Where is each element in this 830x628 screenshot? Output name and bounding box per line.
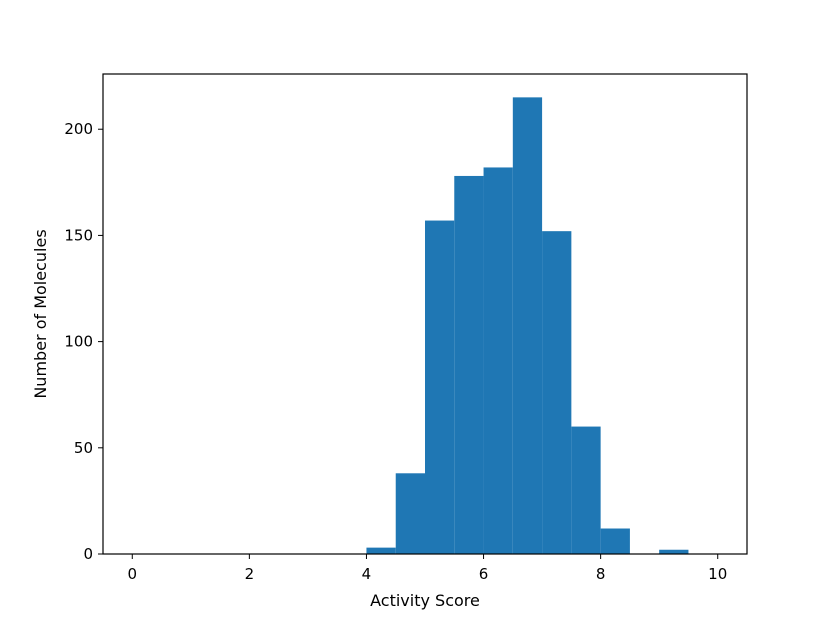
y-tick-label: 0 xyxy=(83,545,93,563)
y-tick-label: 50 xyxy=(74,439,93,457)
y-axis-label: Number of Molecules xyxy=(31,229,50,398)
histogram-bar xyxy=(483,167,513,554)
bars-group xyxy=(366,97,689,555)
y-tick-label: 200 xyxy=(64,120,93,138)
histogram-bar xyxy=(571,426,601,554)
histogram-bar xyxy=(600,528,630,554)
y-tick-label: 150 xyxy=(64,226,93,244)
x-tick-label: 8 xyxy=(596,565,606,583)
plot-frame xyxy=(102,73,748,555)
histogram-bar xyxy=(659,549,689,554)
histogram-bar xyxy=(512,97,543,555)
y-axis-ticks: 0 50 100 150 200 xyxy=(64,120,103,563)
histogram-bar xyxy=(366,547,396,554)
histogram-bar xyxy=(425,220,455,555)
y-tick-label: 100 xyxy=(64,333,93,351)
x-axis-ticks: 0 2 4 6 8 10 xyxy=(127,554,727,583)
histogram-bar xyxy=(454,175,484,554)
histogram-bar xyxy=(542,231,572,555)
x-axis-label: Activity Score xyxy=(370,591,480,610)
histogram-bar xyxy=(395,473,425,554)
x-tick-label: 4 xyxy=(362,565,372,583)
x-tick-label: 6 xyxy=(479,565,489,583)
x-tick-label: 10 xyxy=(708,565,727,583)
x-tick-label: 2 xyxy=(245,565,255,583)
x-tick-label: 0 xyxy=(127,565,137,583)
